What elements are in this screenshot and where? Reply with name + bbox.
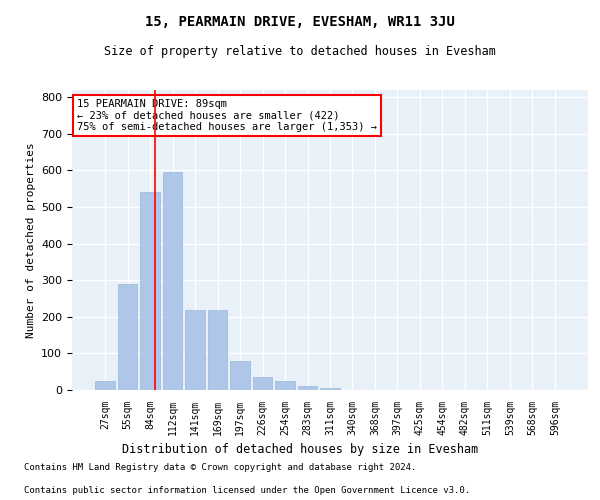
Bar	[95, 381, 115, 390]
Text: 15 PEARMAIN DRIVE: 89sqm
← 23% of detached houses are smaller (422)
75% of semi-: 15 PEARMAIN DRIVE: 89sqm ← 23% of detach…	[77, 99, 377, 132]
Bar	[275, 381, 295, 390]
Y-axis label: Number of detached properties: Number of detached properties	[26, 142, 35, 338]
Text: Size of property relative to detached houses in Evesham: Size of property relative to detached ho…	[104, 45, 496, 58]
Bar	[298, 386, 317, 390]
Text: 15, PEARMAIN DRIVE, EVESHAM, WR11 3JU: 15, PEARMAIN DRIVE, EVESHAM, WR11 3JU	[145, 15, 455, 29]
Bar	[140, 192, 160, 390]
Bar	[208, 310, 227, 390]
Text: Distribution of detached houses by size in Evesham: Distribution of detached houses by size …	[122, 442, 478, 456]
Text: Contains HM Land Registry data © Crown copyright and database right 2024.: Contains HM Land Registry data © Crown c…	[24, 464, 416, 472]
Bar	[253, 377, 272, 390]
Bar	[185, 310, 205, 390]
Bar	[163, 172, 182, 390]
Bar	[320, 388, 340, 390]
Bar	[230, 362, 250, 390]
Text: Contains public sector information licensed under the Open Government Licence v3: Contains public sector information licen…	[24, 486, 470, 495]
Bar	[118, 284, 137, 390]
